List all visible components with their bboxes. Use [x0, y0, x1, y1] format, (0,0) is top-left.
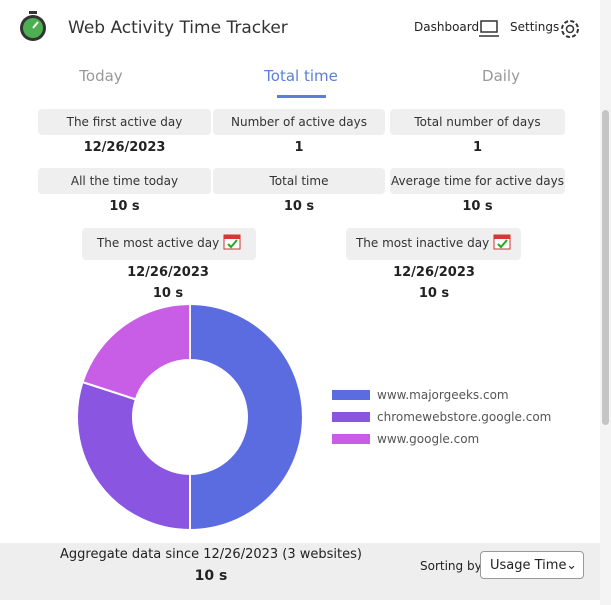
- legend-label: chromewebstore.google.com: [377, 410, 551, 424]
- label: The most inactive day: [355, 236, 490, 250]
- most-inactive-time: 10 s: [418, 286, 450, 301]
- stat-value: 1: [472, 140, 483, 155]
- select-value: Usage Time: [490, 558, 567, 573]
- tab-underline: [277, 95, 326, 98]
- app-icon: [20, 11, 46, 41]
- legend-swatch: [332, 434, 370, 444]
- stat-value: 12/26/2023: [83, 140, 166, 155]
- most-active-date: 12/26/2023: [127, 265, 209, 280]
- stat-label: The first active day: [38, 109, 211, 135]
- stat-label: Total number of days: [390, 109, 565, 135]
- most-active-time: 10 s: [152, 286, 184, 301]
- legend-label: www.majorgeeks.com: [377, 388, 509, 402]
- aggregate-text: Aggregate data since 12/26/2023 (3 websi…: [60, 547, 362, 562]
- stat-label: Average time for active days: [390, 168, 565, 194]
- scrollbar-thumb[interactable]: [602, 110, 609, 425]
- stat-label: All the time today: [38, 168, 211, 194]
- calendar-icon: [223, 234, 241, 250]
- stat-value: 10 s: [283, 199, 315, 214]
- most-inactive-label: The most inactive day: [346, 228, 521, 260]
- dashboard-link[interactable]: Dashboard: [414, 20, 480, 34]
- tab[interactable]: Today: [79, 67, 123, 85]
- tab[interactable]: Daily: [482, 67, 520, 85]
- most-inactive-date: 12/26/2023: [393, 265, 475, 280]
- stat-label: Number of active days: [213, 109, 385, 135]
- sorting-label: Sorting by: [420, 559, 482, 573]
- dashboard-icon[interactable]: [479, 17, 499, 39]
- sorting-select[interactable]: Usage Time ⌄: [480, 551, 584, 579]
- settings-link[interactable]: Settings: [510, 20, 560, 34]
- donut-slice: [81, 302, 191, 401]
- stat-value: 10 s: [462, 199, 493, 214]
- donut-slice: [189, 302, 304, 532]
- app-title: Web Activity Time Tracker: [68, 18, 288, 38]
- donut-slice: [76, 380, 191, 532]
- chevron: ⌄: [566, 558, 577, 573]
- most-active-label: The most active day: [82, 228, 256, 260]
- chart: www.majorgeeks.com chromewebstore.google.…: [76, 302, 551, 532]
- stat-label: Total time: [213, 168, 385, 194]
- aggregate-total: 10 s: [194, 568, 228, 584]
- legend-label: www.google.com: [377, 432, 479, 446]
- stat-value: 1: [294, 140, 304, 155]
- calendar-icon: [493, 234, 511, 250]
- tab-active[interactable]: Total time: [264, 67, 338, 85]
- stat-value: 10 s: [109, 199, 140, 214]
- settings-icon[interactable]: [559, 18, 581, 40]
- legend-swatch: [332, 390, 370, 400]
- legend-swatch: [332, 412, 370, 422]
- label: The most active day: [96, 236, 220, 250]
